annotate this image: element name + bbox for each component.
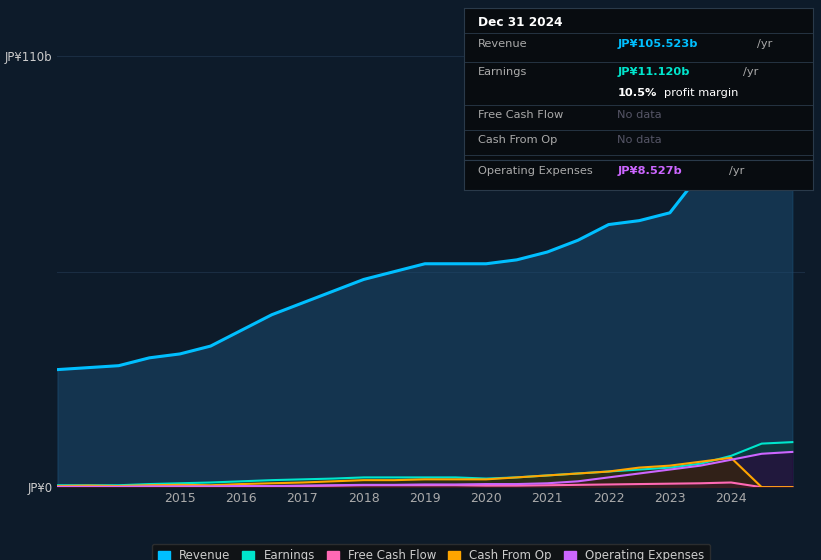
Text: Free Cash Flow: Free Cash Flow [478, 110, 563, 120]
Text: profit margin: profit margin [664, 88, 739, 98]
Text: JP¥11.120b: JP¥11.120b [617, 67, 690, 77]
Text: 10.5%: 10.5% [617, 88, 657, 98]
Text: Revenue: Revenue [478, 39, 527, 49]
Text: /yr: /yr [729, 166, 745, 176]
Text: No data: No data [617, 110, 662, 120]
Text: No data: No data [617, 136, 662, 146]
Text: /yr: /yr [757, 39, 773, 49]
Text: JP¥105.523b: JP¥105.523b [617, 39, 698, 49]
Text: Earnings: Earnings [478, 67, 527, 77]
Text: Operating Expenses: Operating Expenses [478, 166, 593, 176]
Text: JP¥8.527b: JP¥8.527b [617, 166, 682, 176]
Text: /yr: /yr [743, 67, 759, 77]
Text: Dec 31 2024: Dec 31 2024 [478, 16, 562, 29]
Text: Cash From Op: Cash From Op [478, 136, 557, 146]
Legend: Revenue, Earnings, Free Cash Flow, Cash From Op, Operating Expenses: Revenue, Earnings, Free Cash Flow, Cash … [152, 544, 710, 560]
